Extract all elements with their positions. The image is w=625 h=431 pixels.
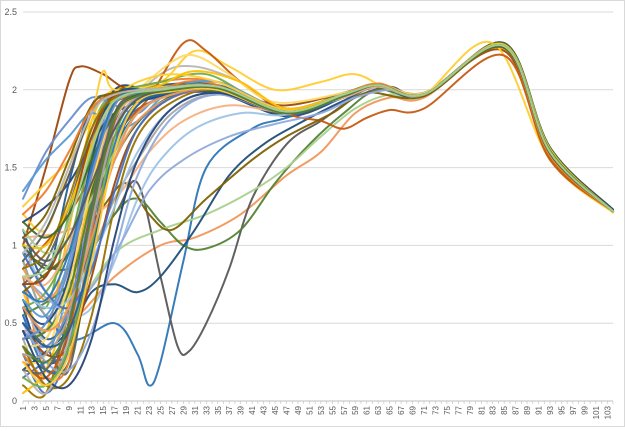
x-tick-label: 83 (489, 405, 498, 414)
x-tick-label: 63 (374, 405, 383, 414)
x-tick-label: 59 (351, 405, 360, 414)
x-tick-label: 7 (53, 405, 62, 410)
y-tick-label: 0 (12, 396, 17, 406)
x-tick-label: 55 (328, 405, 337, 414)
x-tick-label: 53 (317, 405, 326, 414)
x-tick-label: 81 (477, 405, 486, 414)
y-tick-label: 1 (12, 240, 17, 250)
x-tick-label: 25 (156, 405, 165, 414)
x-tick-label: 103 (603, 405, 612, 419)
series-lines (22, 39, 614, 399)
x-tick-label: 23 (145, 405, 154, 414)
x-tick-label: 13 (88, 405, 97, 414)
x-tick-label: 61 (363, 405, 372, 414)
x-tick-label: 35 (214, 405, 223, 414)
x-tick-label: 57 (340, 405, 349, 414)
x-tick-label: 69 (409, 405, 418, 414)
series-line-70 (22, 42, 614, 387)
x-tick-label: 31 (191, 405, 200, 414)
x-tick-label: 101 (592, 405, 601, 419)
x-tick-label: 1 (19, 405, 28, 410)
series-line-74 (22, 44, 614, 278)
y-tick-label: 1.5 (4, 163, 17, 173)
x-tick-label: 89 (523, 405, 532, 414)
x-tick-label: 29 (179, 405, 188, 414)
x-tick-label: 99 (580, 405, 589, 414)
x-tick-label: 17 (111, 405, 120, 414)
x-tick-label: 27 (168, 405, 177, 414)
x-tick-label: 21 (134, 405, 143, 414)
x-tick-label: 95 (557, 405, 566, 414)
y-tick-label: 2.5 (4, 7, 17, 17)
x-tick-label: 79 (466, 405, 475, 414)
axes: 00.511.522.51 3 5 7 9 11 13 15 17 19 21 23 25 27 29 31 3… (4, 7, 614, 419)
x-tick-label: 37 (225, 405, 234, 414)
x-tick-label: 15 (99, 405, 108, 414)
x-tick-label: 9 (65, 405, 74, 410)
x-tick-label: 39 (237, 405, 246, 414)
x-tick-label: 85 (500, 405, 509, 414)
x-tick-label: 75 (443, 405, 452, 414)
x-tick-label: 97 (569, 405, 578, 414)
x-tick-label: 87 (512, 405, 521, 414)
x-tick-label: 11 (76, 405, 85, 414)
x-tick-label: 5 (42, 405, 51, 410)
x-tick-label: 45 (271, 405, 280, 414)
y-tick-label: 2 (12, 85, 17, 95)
x-tick-label: 67 (397, 405, 406, 414)
x-tick-label: 65 (386, 405, 395, 414)
x-tick-label: 3 (30, 405, 39, 410)
x-tick-label: 77 (454, 405, 463, 414)
x-tick-label: 19 (122, 405, 131, 414)
x-tick-label: 41 (248, 405, 257, 414)
series-line-22 (22, 39, 614, 270)
y-tick-label: 0.5 (4, 318, 17, 328)
x-tick-label: 43 (260, 405, 269, 414)
x-tick-label: 47 (282, 405, 291, 414)
x-tick-label: 73 (431, 405, 440, 414)
x-tick-label: 93 (546, 405, 555, 414)
x-tick-label: 49 (294, 405, 303, 414)
x-tick-label: 71 (420, 405, 429, 414)
x-tick-label: 51 (305, 405, 314, 414)
x-tick-label: 33 (202, 405, 211, 414)
x-tick-label: 91 (535, 405, 544, 414)
